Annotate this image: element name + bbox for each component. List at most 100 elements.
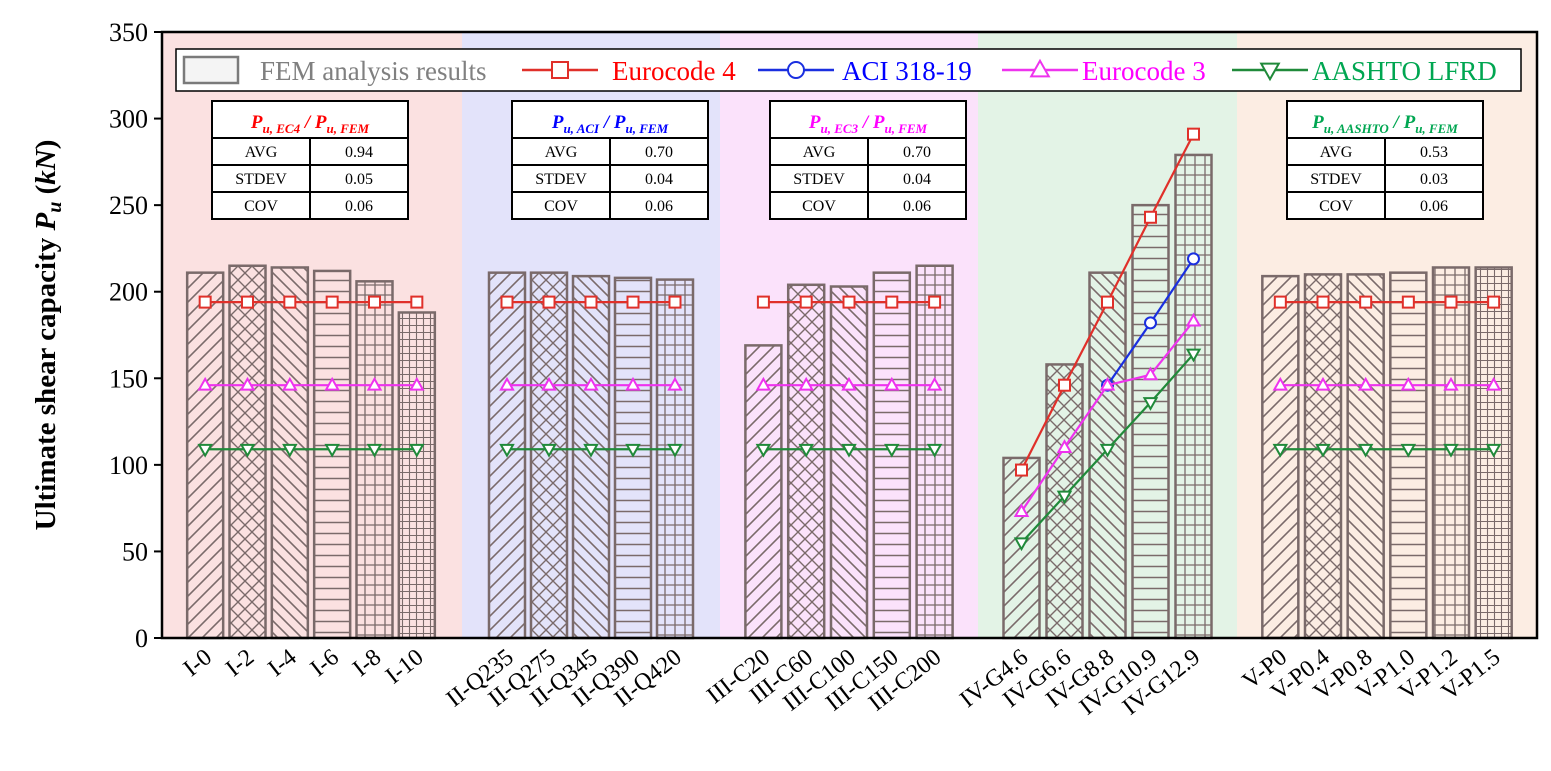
- ec4-point-V-P0.4: [1316, 295, 1330, 309]
- stats-table-group-1: Pu, EC4 / Pu, FEM AVG 0.94 STDEV 0.05 COV 0.06: [211, 100, 409, 220]
- fem-bar-IV-G12.9: [1174, 153, 1213, 640]
- y-axis-label-unit: kN: [30, 148, 62, 185]
- legend-marker-ec4: [551, 61, 569, 79]
- y-axis-label-unit-close: ): [30, 140, 62, 150]
- ec3-point-IV-G6.6: [1056, 439, 1073, 453]
- aci-point-IV-G12.9: [1187, 252, 1200, 266]
- y-tick-label-50: 50: [122, 537, 148, 566]
- fem-bar-II-Q390: [613, 276, 653, 640]
- ec4-point-IV-G6.6: [1058, 378, 1071, 392]
- ec4-point-I-10: [410, 295, 424, 309]
- ec3-point-II-Q275: [541, 376, 557, 391]
- ec4-point-IV-G8.8: [1101, 295, 1114, 309]
- stats-label-stdev: STDEV: [535, 171, 587, 188]
- stats-table-title-part-4: u, FEM: [884, 121, 927, 136]
- legend-label-ec4: Eurocode 4: [612, 56, 736, 86]
- ec4-point-V-P0: [1273, 295, 1287, 309]
- stats-value-cov: 0.06: [645, 198, 673, 215]
- ec3-point-V-P1.5: [1485, 376, 1502, 391]
- stats-table-title: Pu, AASHTO / Pu, FEM: [1311, 112, 1458, 136]
- stats-table-title-part-3: / P: [858, 112, 885, 133]
- stats-table-title: Pu, ACI / Pu, FEM: [551, 112, 669, 136]
- ec3-point-III-C200: [926, 376, 943, 391]
- fem-bar-III-C60: [786, 283, 826, 640]
- ec3-point-III-C60: [798, 376, 814, 391]
- stats-label-stdev: STDEV: [1310, 171, 1362, 188]
- stats-table-title-part-1: P: [551, 112, 564, 133]
- aashto-point-IV-G8.8: [1099, 443, 1116, 458]
- aashto-point-II-Q420: [667, 443, 683, 458]
- stats-value-cov: 0.06: [345, 198, 373, 215]
- aashto-point-II-Q390: [625, 443, 641, 458]
- aashto-point-V-P1.2: [1443, 443, 1459, 458]
- ec4-point-IV-G10.9: [1144, 210, 1157, 224]
- category-label-I-0: I-0: [179, 644, 217, 682]
- stats-label-stdev: STDEV: [793, 171, 845, 188]
- ec3-point-I-10: [409, 376, 425, 391]
- fem-bar-I-8: [355, 280, 394, 640]
- stats-table-title-part-2: u, AASHTO: [1324, 121, 1390, 136]
- aashto-point-IV-G6.6: [1056, 490, 1073, 505]
- ec4-point-I-6: [325, 295, 339, 309]
- stats-table-title-part-4: u, FEM: [1415, 121, 1458, 136]
- ec3-point-IV-G12.9: [1185, 312, 1202, 327]
- y-axis-label-subscript: u: [44, 202, 66, 213]
- ec3-point-V-P1.2: [1443, 376, 1459, 391]
- ec4-point-II-Q235: [500, 295, 514, 309]
- fem-bar-III-C100: [829, 285, 869, 640]
- ec3-point-V-P0.8: [1357, 376, 1374, 391]
- aashto-point-II-Q235: [499, 443, 515, 458]
- aashto-point-I-4: [282, 443, 298, 458]
- aashto-point-V-P0: [1272, 443, 1289, 458]
- legend-marker-aci: [787, 61, 805, 79]
- stats-table-title-part-1: P: [1311, 112, 1324, 133]
- stats-table-group-5: Pu, AASHTO / Pu, FEM AVG 0.53 STDEV 0.03 COV 0…: [1286, 100, 1484, 220]
- stats-value-avg: 0.53: [1420, 144, 1448, 161]
- aashto-point-II-Q345: [583, 443, 599, 458]
- ec3-point-III-C20: [755, 376, 772, 391]
- stats-table-group-3: Pu, EC3 / Pu, FEM AVG 0.70 STDEV 0.04 COV 0.06: [769, 100, 967, 220]
- ec4-point-IV-G12.9: [1187, 127, 1200, 141]
- stats-label-avg: AVG: [245, 144, 278, 161]
- ec3-point-III-C150: [884, 376, 900, 391]
- y-tick-label-100: 100: [109, 451, 148, 480]
- y-axis-label: Ultimate shear capacity Pu (kN): [30, 140, 66, 531]
- stats-label-avg: AVG: [803, 144, 836, 161]
- ec4-point-I-4: [283, 295, 297, 309]
- aci-point-IV-G10.9: [1144, 316, 1157, 330]
- y-axis-label-unit-open: (: [30, 185, 62, 202]
- stats-label-cov: COV: [802, 198, 836, 215]
- stats-value-cov: 0.06: [903, 198, 931, 215]
- ec4-point-I-8: [368, 295, 381, 309]
- aashto-point-V-P0.8: [1357, 443, 1374, 458]
- stats-table-title-part-1: P: [250, 112, 263, 133]
- aashto-point-III-C100: [841, 443, 857, 458]
- ec4-point-II-Q345: [584, 295, 598, 309]
- ec4-point-V-P1.5: [1487, 295, 1501, 309]
- stats-value-stdev: 0.03: [1420, 171, 1448, 188]
- ec4-point-IV-G4.6: [1015, 463, 1028, 477]
- ec4-point-II-Q390: [626, 295, 640, 309]
- fem-bar-I-10: [397, 311, 437, 640]
- aashto-point-III-C60: [798, 443, 814, 458]
- category-label-I-10: I-10: [381, 644, 429, 689]
- aashto-point-V-P1.5: [1485, 443, 1502, 458]
- stats-value-avg: 0.70: [903, 144, 931, 161]
- ec4-point-III-C100: [842, 295, 856, 309]
- ec4-point-III-C200: [928, 295, 942, 309]
- y-axis-label-main: Ultimate shear capacity: [30, 231, 62, 531]
- ec4-point-I-0: [198, 295, 212, 309]
- ec4-point-V-P0.8: [1359, 295, 1373, 309]
- ec4-point-II-Q275: [542, 295, 556, 309]
- category-label-I-4: I-4: [263, 644, 301, 682]
- ec3-point-I-8: [366, 376, 383, 391]
- ec3-point-IV-G4.6: [1013, 503, 1030, 518]
- legend-swatch-fem: [182, 55, 240, 85]
- aashto-point-IV-G12.9: [1185, 348, 1202, 363]
- aashto-point-I-10: [409, 443, 425, 458]
- ec4-point-II-Q420: [668, 295, 682, 309]
- legend-label-aashto: AASHTO LFRD: [1312, 56, 1497, 86]
- ec3-point-IV-G10.9: [1142, 366, 1159, 381]
- y-tick-label-250: 250: [109, 191, 148, 220]
